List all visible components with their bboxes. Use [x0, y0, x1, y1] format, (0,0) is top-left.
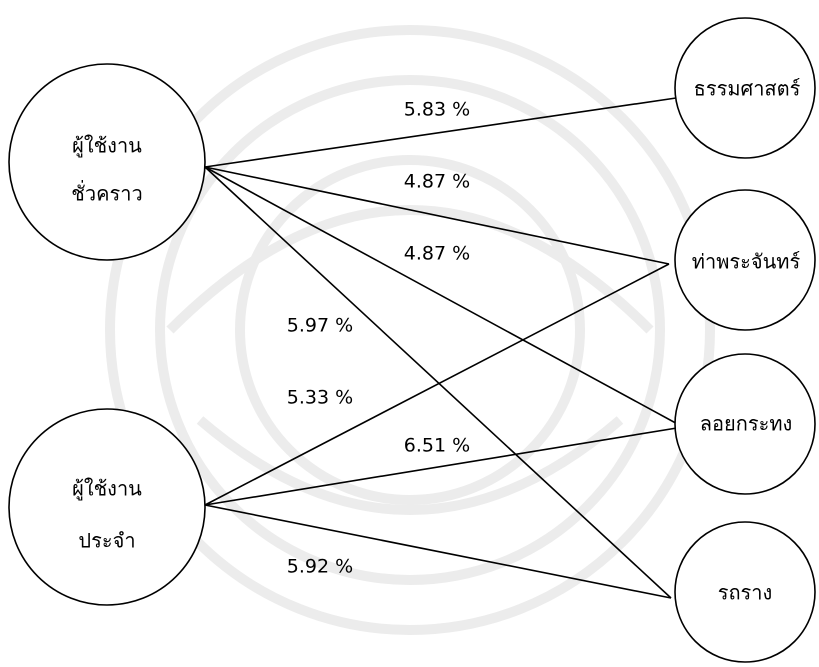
- node-tha-phra-chan-label: ท่าพระจันทร์: [692, 250, 801, 274]
- node-thammasat-label: ธรรมศาสตร์: [694, 77, 801, 101]
- edge-labels: 5.83 % 4.87 % 4.87 % 5.97 % 5.33 % 6.51 …: [287, 99, 470, 578]
- node-temporary-users-line2: ชั่วคราว: [71, 180, 142, 206]
- edges: [204, 97, 684, 599]
- node-thammasat: ธรรมศาสตร์: [674, 17, 816, 159]
- edge-temp-to-thammasat: [204, 97, 677, 168]
- edge-label-temp-thaphrachan: 4.87 %: [404, 171, 470, 193]
- node-temporary-users: ผู้ใช้งาน ชั่วคราว: [8, 63, 206, 261]
- edge-label-temp-loikrathong: 4.87 %: [404, 243, 470, 265]
- node-loi-krathong-label: ลอยกระทง: [700, 412, 793, 436]
- node-loi-krathong: ลอยกระทง: [674, 353, 816, 495]
- node-rot-rang-label: รถราง: [718, 581, 773, 605]
- edge-regular-to-loikrathong: [204, 426, 684, 506]
- node-regular-users-line1: ผู้ใช้งาน: [72, 477, 142, 502]
- node-regular-users-line2: ประจำ: [78, 529, 135, 553]
- edge-regular-to-thaphrachan: [204, 263, 670, 506]
- edge-label-temp-thammasat: 5.83 %: [404, 99, 470, 121]
- node-rot-rang: รถราง: [674, 521, 816, 663]
- node-temporary-users-line1: ผู้ใช้งาน: [72, 134, 142, 159]
- edge-temp-to-rotrang: [204, 166, 672, 599]
- edge-label-regular-rotrang: 5.92 %: [287, 556, 353, 578]
- edge-label-regular-thaphrachan: 5.33 %: [287, 387, 353, 409]
- edge-label-temp-rotrang: 5.97 %: [287, 315, 353, 337]
- edge-regular-to-rotrang: [204, 504, 672, 599]
- edge-label-regular-loikrathong: 6.51 %: [404, 435, 470, 457]
- edge-temp-to-thaphrachan: [204, 166, 670, 265]
- node-regular-users: ผู้ใช้งาน ประจำ: [8, 408, 206, 606]
- node-tha-phra-chan: ท่าพระจันทร์: [674, 189, 816, 331]
- edge-temp-to-loikrathong: [204, 166, 684, 428]
